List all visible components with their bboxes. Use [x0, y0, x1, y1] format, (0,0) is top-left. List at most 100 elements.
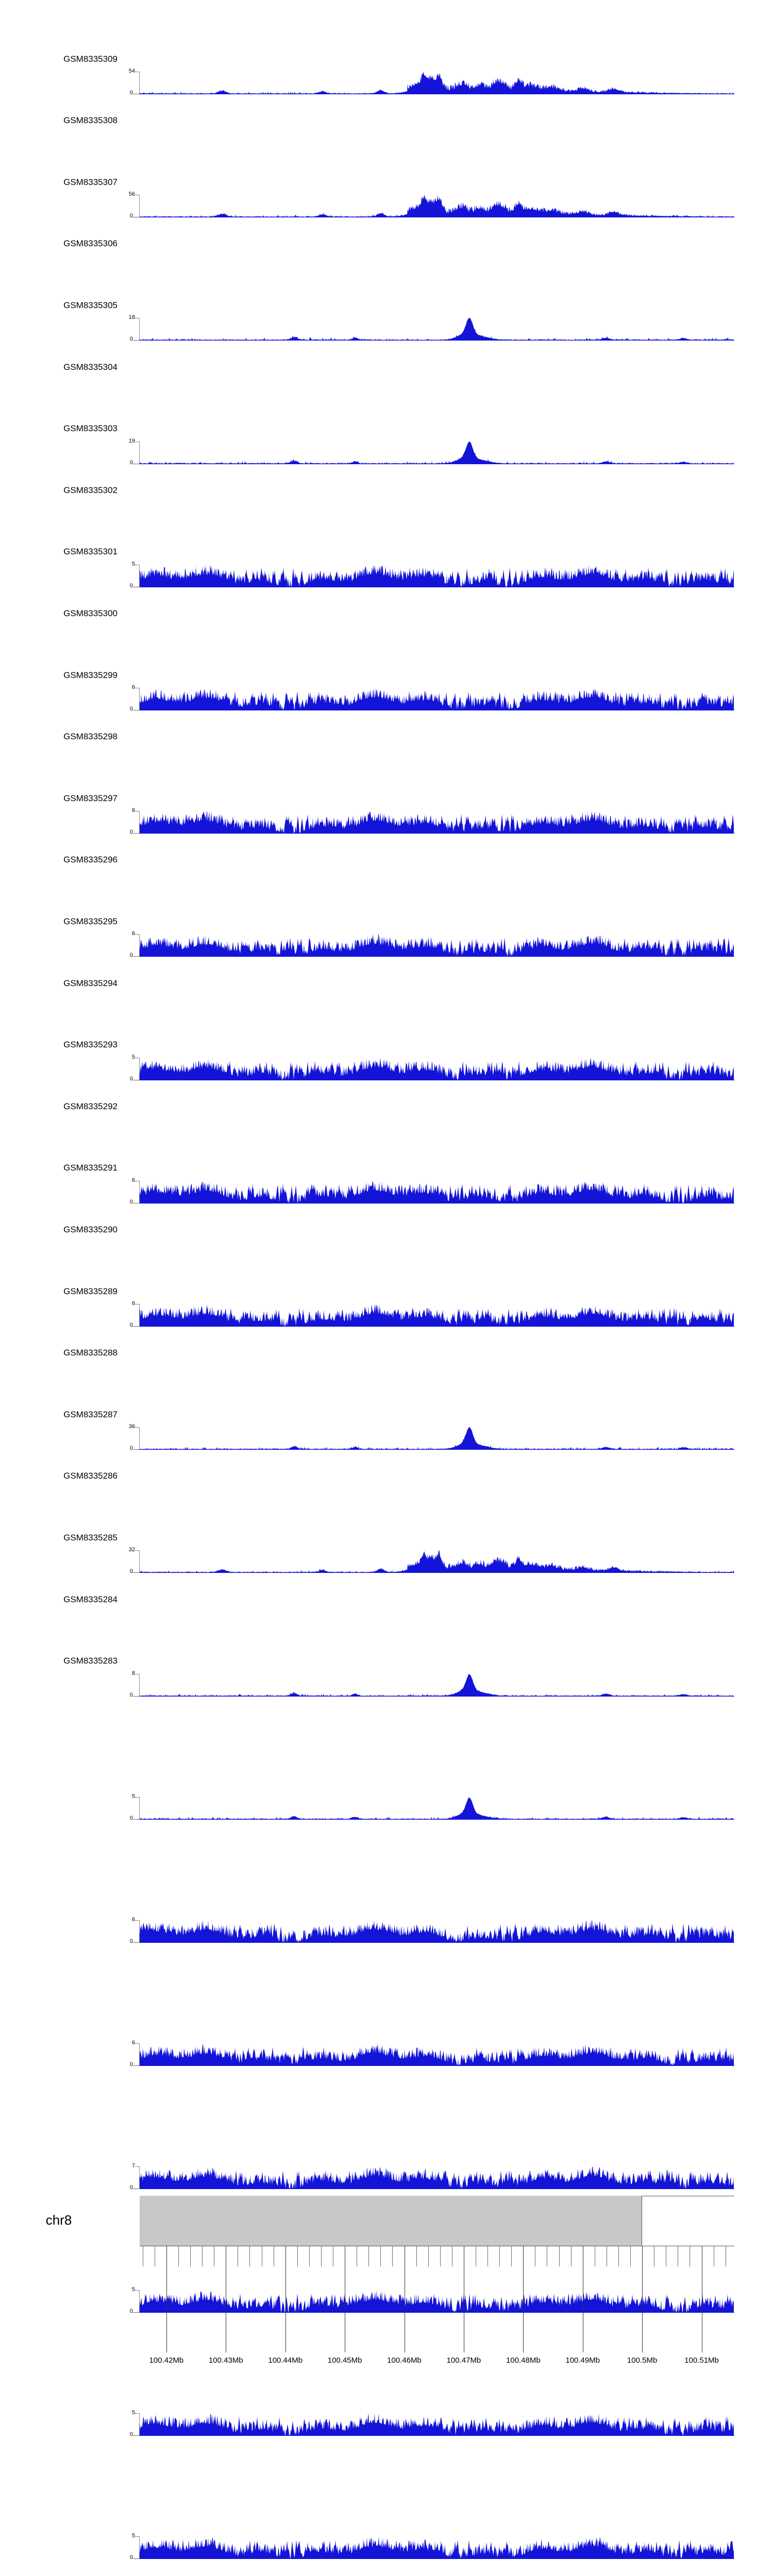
axis-minor-tick	[559, 2246, 560, 2266]
axis-min-label: 0	[129, 336, 133, 343]
coverage-area-plot[interactable]	[140, 195, 734, 217]
coverage-track[interactable]: GSM8335298 36 0	[0, 702, 773, 1451]
track-value-axis	[139, 195, 140, 217]
coverage-track[interactable]: GSM8335293 6 0	[0, 1010, 773, 2067]
coverage-track[interactable]: GSM8335295 5 0	[0, 886, 773, 1821]
axis-tick-bottom	[133, 2435, 140, 2436]
coverage-track[interactable]: GSM833528740	[0, 1379, 773, 1441]
axis-tick-bottom	[133, 2558, 140, 2559]
axis-tick-top	[135, 1427, 140, 1428]
axis-max-label: 5	[131, 2409, 135, 2416]
coverage-area-plot[interactable]	[140, 564, 734, 587]
axis-tick-label: 100.51Mb	[684, 2356, 719, 2365]
coverage-area-plot[interactable]	[140, 2290, 734, 2312]
coverage-track[interactable]: GSM833528320	[0, 1626, 773, 1688]
coverage-area-plot[interactable]	[140, 2043, 734, 2066]
axis-minor-tick	[499, 2246, 500, 2266]
track-label: GSM8335285	[63, 1532, 117, 1543]
coverage-track[interactable]: GSM8335294 6 0	[0, 948, 773, 1944]
axis-tick-bottom	[133, 2312, 140, 2313]
track-value-axis	[139, 2043, 140, 2066]
axis-major-tick	[285, 2246, 286, 2352]
coverage-area-plot[interactable]	[140, 1304, 734, 1326]
coverage-track[interactable]: GSM8335286420	[0, 1441, 773, 1503]
coverage-baseline	[140, 956, 734, 957]
axis-tick-bottom	[133, 1326, 140, 1327]
axis-tick-bottom	[133, 1942, 140, 1943]
axis-tick-label: 100.49Mb	[565, 2356, 600, 2365]
axis-max-label: 6	[131, 2040, 135, 2046]
track-value-axis	[139, 1304, 140, 1326]
axis-max-label: 7	[131, 2163, 135, 2170]
coverage-area-plot[interactable]	[140, 72, 734, 94]
axis-tick-bottom	[133, 340, 140, 341]
axis-minor-tick	[511, 2246, 512, 2266]
axis-min-label: 0	[129, 582, 133, 589]
coverage-area-plot[interactable]	[140, 688, 734, 710]
coverage-track[interactable]: GSM8335297 32 0	[0, 763, 773, 1574]
track-label: GSM8335300	[63, 608, 117, 618]
coverage-area-plot[interactable]	[140, 2166, 734, 2189]
coverage-track[interactable]: GSM8335292 7 0	[0, 1071, 773, 2191]
coverage-track[interactable]: GSM8335290 5 0	[0, 1194, 773, 2437]
coverage-area-plot[interactable]	[140, 2536, 734, 2558]
axis-tick-top	[135, 934, 140, 935]
coverage-area-plot[interactable]	[140, 811, 734, 834]
coverage-track[interactable]: GSM8335304 6 0	[0, 332, 773, 712]
axis-tick-top	[135, 2413, 140, 2414]
coverage-area-plot[interactable]	[140, 1180, 734, 1203]
track-label: GSM8335290	[63, 1224, 117, 1234]
coverage-track[interactable]: GSM8335303 8 0	[0, 394, 773, 835]
coverage-track[interactable]: GSM8335307 18 0	[0, 147, 773, 342]
track-label: GSM8335293	[63, 1040, 117, 1050]
coverage-track[interactable]: GSM8335291 5 0	[0, 1133, 773, 2314]
axis-max-label: 5	[131, 2286, 135, 2293]
axis-minor-tick	[440, 2246, 441, 2266]
coverage-track[interactable]: GSM8335289 5 0	[0, 1256, 773, 2561]
axis-minor-tick	[380, 2246, 381, 2266]
coverage-track[interactable]: GSM833528850	[0, 1318, 773, 1380]
axis-minor-tick	[249, 2246, 250, 2266]
track-value-axis	[139, 1180, 140, 1203]
coverage-track[interactable]: GSM8335296 8 0	[0, 825, 773, 1698]
axis-minor-tick	[416, 2246, 417, 2266]
coverage-area-plot[interactable]	[140, 934, 734, 957]
coverage-area-plot[interactable]	[140, 2413, 734, 2435]
coverage-baseline	[140, 1449, 734, 1450]
axis-tick-bottom	[133, 1696, 140, 1697]
coverage-track[interactable]: GSM8335301 5 0	[0, 517, 773, 1081]
coverage-track[interactable]: GSM8335305 5 0	[0, 270, 773, 588]
axis-major-tick	[166, 2246, 167, 2352]
axis-max-label: 6	[131, 684, 135, 690]
track-label: GSM8335295	[63, 916, 117, 926]
coverage-track[interactable]: GSM833528440	[0, 1564, 773, 1626]
track-value-axis	[139, 72, 140, 94]
axis-minor-tick	[190, 2246, 191, 2266]
ideogram[interactable]: 100.42Mb 100.43Mb 100.44Mb 100.45Mb 100.46Mb…	[140, 2196, 734, 2380]
coverage-area-plot[interactable]	[140, 1057, 734, 1080]
coverage-track[interactable]: GSM8335299 6 0	[0, 640, 773, 1328]
axis-min-label: 0	[129, 1075, 133, 1082]
axis-tick-label: 100.48Mb	[506, 2356, 541, 2365]
coverage-track[interactable]: GSM8335309 54 0	[0, 24, 773, 96]
coverage-track[interactable]: GSM8335302 6 0	[0, 455, 773, 958]
coverage-track[interactable]: GSM8335306 19 0	[0, 209, 773, 465]
axis-min-label: 0	[129, 2061, 133, 2068]
track-value-axis	[139, 1427, 140, 1450]
track-value-axis	[139, 934, 140, 957]
coverage-baseline	[140, 2065, 734, 2066]
axis-minor-tick	[202, 2246, 203, 2266]
track-label: GSM8335288	[63, 1348, 117, 1358]
coverage-track[interactable]: GSM8335300 6 0	[0, 578, 773, 1205]
coverage-area-plot[interactable]	[140, 1797, 734, 1819]
axis-tick-top	[135, 1797, 140, 1798]
axis-tick-top	[135, 2290, 140, 2291]
coverage-area-plot[interactable]	[140, 1920, 734, 1942]
axis-tick-bottom	[133, 1819, 140, 1820]
track-label: GSM8335284	[63, 1594, 117, 1604]
track-label: GSM8335289	[63, 1286, 117, 1296]
coverage-area-plot[interactable]	[140, 1550, 734, 1573]
coverage-track[interactable]: GSM8335308 56 0	[0, 86, 773, 219]
axis-max-label: 6	[131, 930, 135, 937]
coverage-track[interactable]: GSM8335285520	[0, 1502, 773, 1564]
